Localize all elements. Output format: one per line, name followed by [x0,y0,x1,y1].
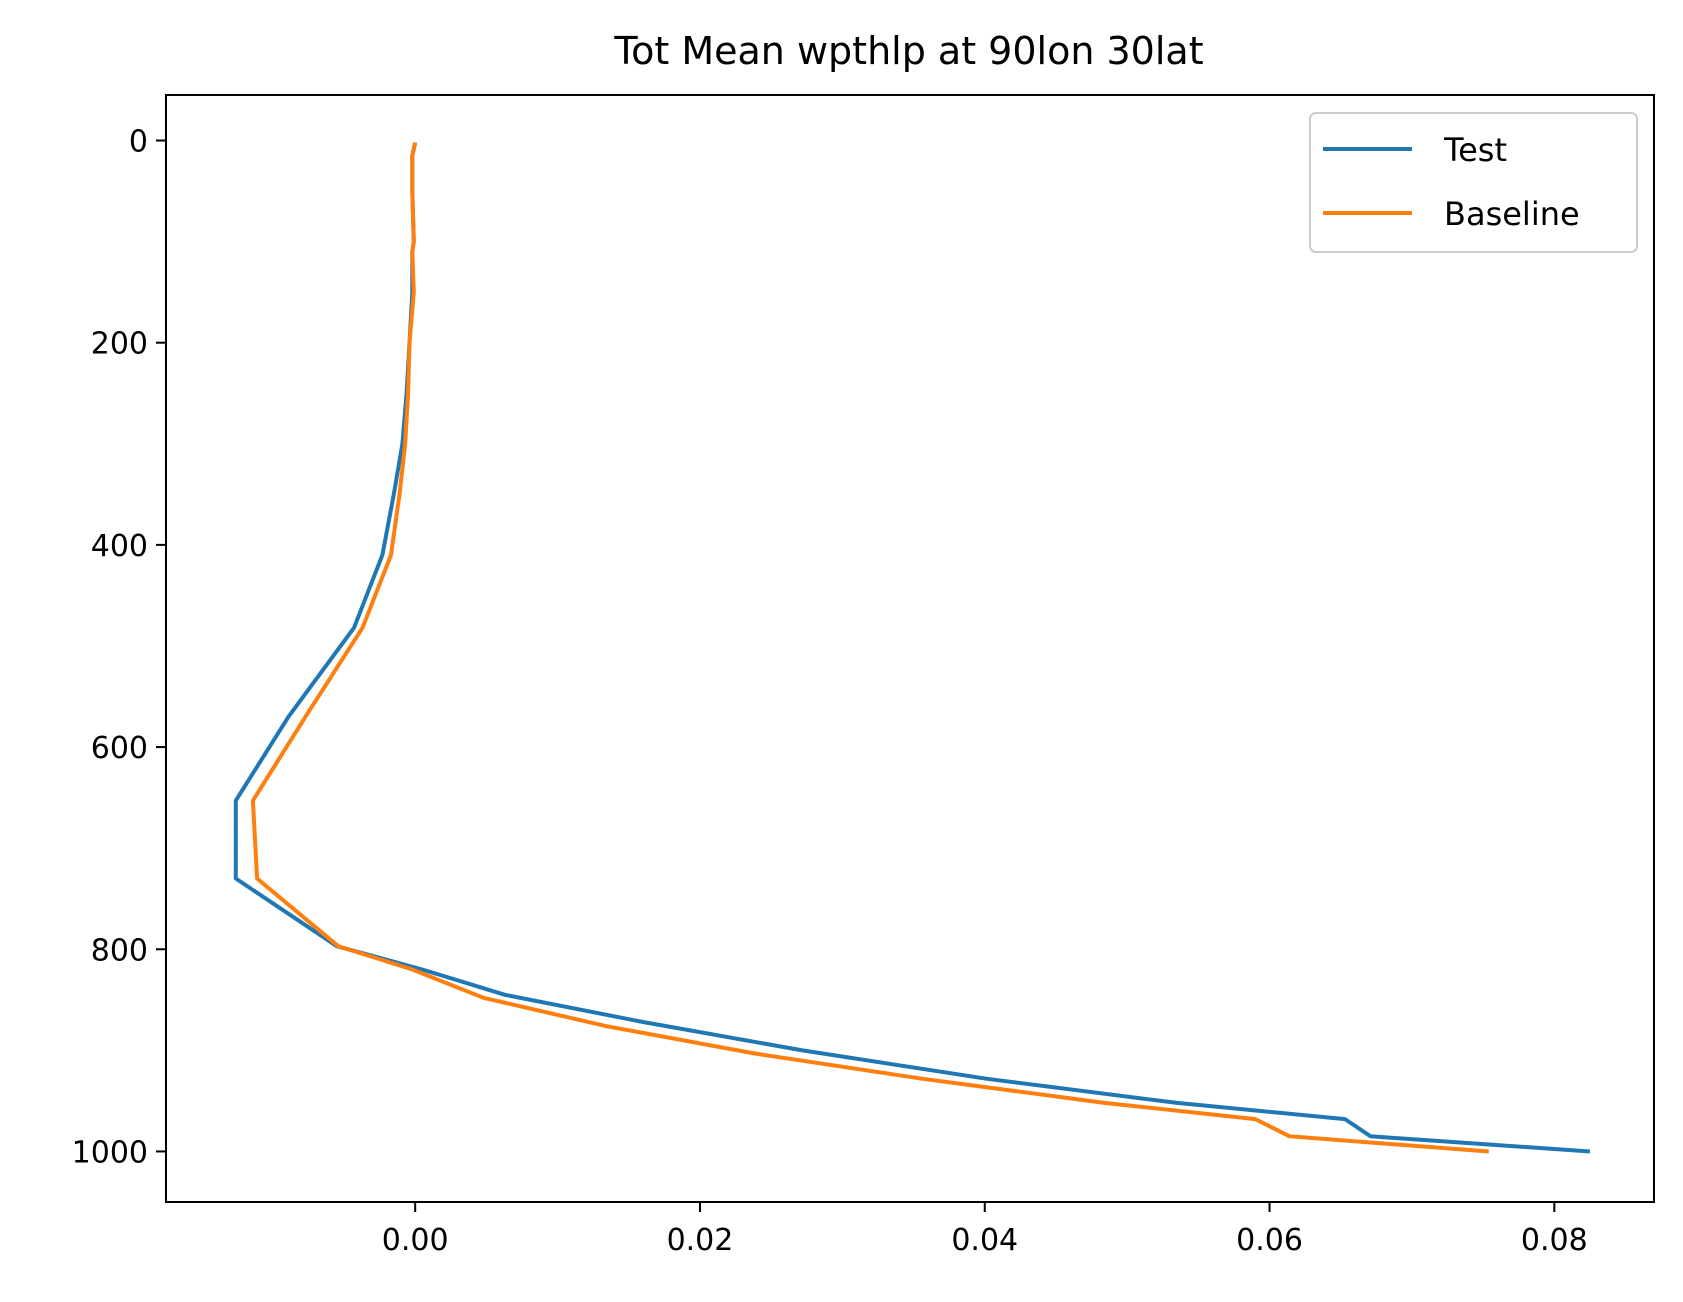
x-tick-label: 0.04 [951,1223,1018,1258]
x-tick-label: 0.00 [382,1223,449,1258]
series-line-baseline [250,142,1489,1154]
y-tick-label: 600 [91,731,148,766]
legend-label-baseline: Baseline [1444,195,1580,233]
x-tick-label: 0.02 [667,1223,734,1258]
x-axis-ticks: 0.00 0.02 0.04 0.06 0.08 [382,1202,1588,1258]
x-tick-label: 0.08 [1521,1223,1588,1258]
plot-frame [165,94,1655,1203]
y-axis-ticks: 0 200 400 600 800 1000 [72,124,166,1170]
y-tick-label: 800 [91,933,148,968]
legend: Test Baseline [1309,112,1638,253]
legend-label-test: Test [1443,131,1507,169]
chart-title: Tot Mean wpthlp at 90lon 30lat [613,29,1203,73]
x-tick-label: 0.06 [1236,1223,1303,1258]
y-tick-label: 200 [91,327,148,362]
y-tick-label: 400 [91,529,148,564]
y-tick-label: 0 [129,124,148,159]
y-tick-label: 1000 [72,1135,148,1170]
series-layer [233,142,1591,1154]
